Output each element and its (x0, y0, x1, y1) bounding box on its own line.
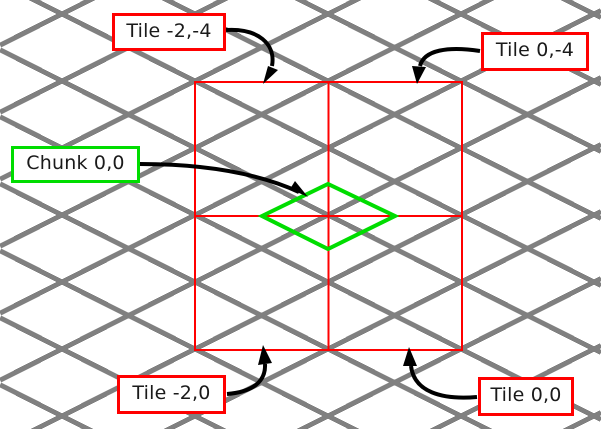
arrow-to-tile-minus2-minus4 (225, 27, 275, 67)
label-text-tile-minus2-minus4: Tile -2,-4 (126, 19, 212, 42)
label-tile-0-minus4[interactable]: Tile 0,-4 (481, 32, 589, 71)
grid-line (0, 0, 495, 249)
arrow-to-tile-minus2-0 (226, 363, 268, 396)
label-tile-0-0[interactable]: Tile 0,0 (478, 377, 574, 416)
grid-line (161, 0, 601, 221)
arrow-to-chunk-0-0-head (290, 181, 308, 197)
arrow-to-chunk-0-0 (139, 162, 300, 194)
grid-line (296, 276, 601, 429)
grid-line (163, 209, 601, 429)
label-text-tile-minus2-0: Tile -2,0 (132, 382, 211, 404)
arrow-to-tile-0-minus4-head (412, 66, 426, 84)
grid-line (0, 47, 601, 355)
arrow-to-tile-0-0-head (403, 347, 417, 366)
label-tile-minus2-minus4[interactable]: Tile -2,-4 (112, 13, 226, 51)
callout-arrows (139, 27, 481, 400)
grid-line (0, 0, 362, 182)
grid-line (0, 0, 229, 115)
arrow-to-tile-minus2-minus4-head (263, 66, 278, 84)
label-chunk-0-0[interactable]: Chunk 0,0 (11, 146, 140, 183)
grid-line (30, 142, 601, 429)
grid-line (0, 248, 360, 429)
arrow-to-tile-minus2-0-head (258, 345, 272, 365)
label-text-tile-0-minus4: Tile 0,-4 (495, 39, 575, 61)
chunk-0-0-bounds (194, 81, 463, 351)
grid-line (0, 181, 493, 429)
label-tile-minus2-0[interactable]: Tile -2,0 (117, 375, 226, 414)
arrow-to-tile-0-0 (409, 365, 478, 400)
arrow-to-tile-0-minus4 (418, 47, 481, 67)
grid-line (0, 315, 227, 429)
label-text-chunk-0-0: Chunk 0,0 (26, 152, 125, 174)
grid-line (294, 0, 601, 154)
label-text-tile-0-0: Tile 0,0 (490, 384, 562, 406)
grid-line (28, 0, 601, 288)
grid-line (0, 75, 601, 383)
